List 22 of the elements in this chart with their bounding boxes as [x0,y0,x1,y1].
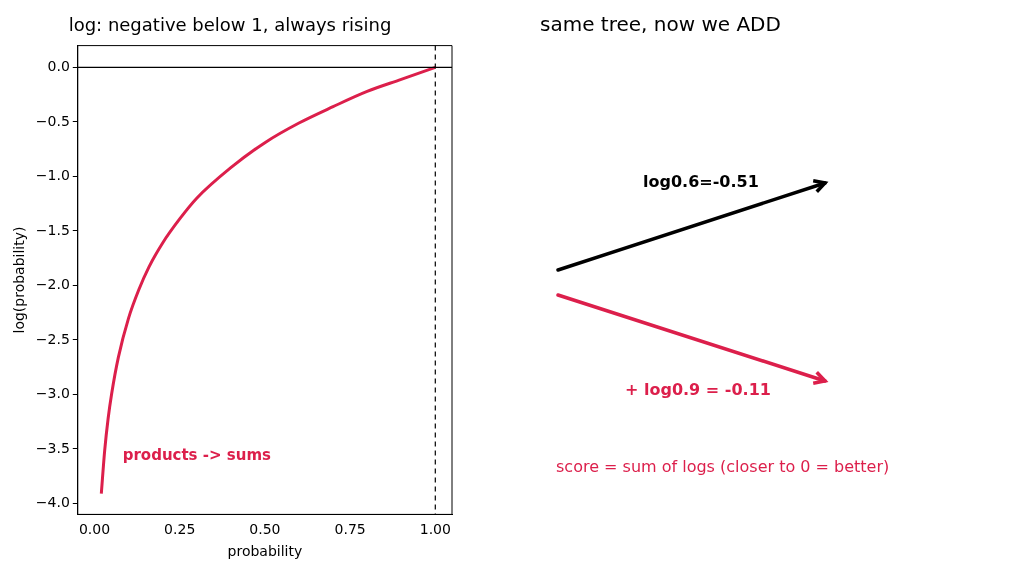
annotation: products -> sums [122,445,272,464]
y-tick-label: −0.5 [35,112,70,129]
chart-title: log: negative below 1, always rising [68,14,392,36]
y-tick-label: −2.0 [35,276,70,293]
y-axis-title: log(probability) [11,226,28,334]
x-tick-label: 0.00 [78,521,111,538]
y-tick-label: −1.0 [35,167,70,184]
text: same tree, now we ADD [540,12,781,36]
x-tick-label: 0.75 [334,521,366,538]
y-tick-label: −3.5 [35,439,70,456]
y-tick-label: −1.5 [35,221,70,238]
y-tick-label: −3.0 [35,385,70,402]
x-tick-label: 0.25 [164,521,196,538]
text: score = sum of logs (closer to 0 = better) [556,457,890,476]
y-tick-label: 0.0 [47,58,70,75]
text: + log0.9 = -0.11 [625,380,771,399]
text: log0.6=-0.51 [643,172,759,191]
y-tick-label: −2.5 [35,330,70,347]
x-tick-label: 1.00 [419,521,451,538]
x-tick-label: 0.50 [249,521,281,538]
y-tick-label: −4.0 [35,494,70,511]
x-axis-title: probability [227,543,303,560]
